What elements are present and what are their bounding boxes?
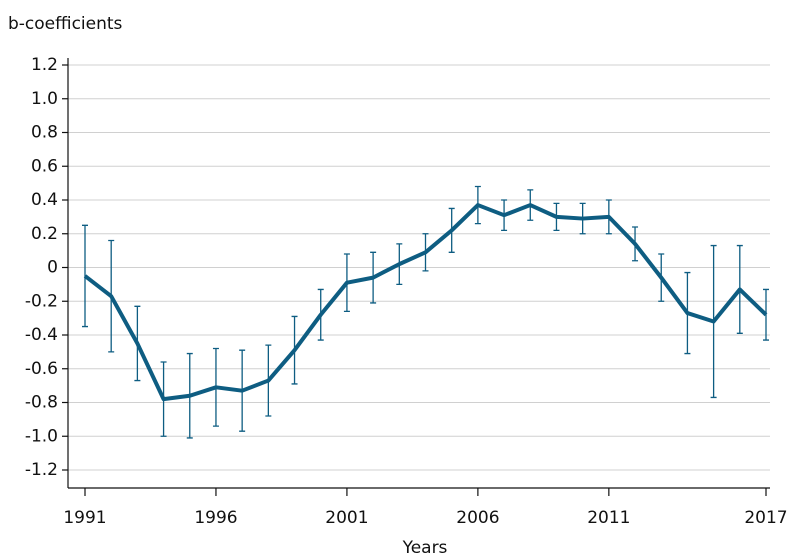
x-tick-label: 1991 [63, 508, 106, 528]
x-tick-label: 2001 [325, 508, 368, 528]
y-tick-label: 0.8 [31, 123, 58, 143]
x-tick-label: 2006 [456, 508, 499, 528]
y-tick-label: -0.6 [25, 359, 58, 379]
error-bar [763, 288, 769, 341]
y-tick-label: 0.2 [31, 224, 58, 244]
y-tick-label: -1.2 [25, 460, 58, 480]
x-tick-label: 2017 [744, 508, 787, 528]
y-tick-label: 0 [47, 258, 58, 278]
data-line [83, 203, 768, 402]
y-tick-label: -0.2 [25, 291, 58, 311]
y-axis-label: b-coefficients [8, 14, 123, 34]
y-tick-label: -1.0 [25, 426, 58, 446]
y-tick-label: -0.4 [25, 325, 58, 345]
x-tick-label: 2011 [587, 508, 630, 528]
y-tick-label: -0.8 [25, 393, 58, 413]
y-tick-label: 0.4 [31, 190, 58, 210]
y-tick-label: 1.0 [31, 89, 58, 109]
x-tick-label: 1996 [194, 508, 237, 528]
y-tick-label: 0.6 [31, 156, 58, 176]
x-axis-label: Years [402, 538, 448, 558]
y-tick-label: 1.2 [31, 55, 58, 75]
